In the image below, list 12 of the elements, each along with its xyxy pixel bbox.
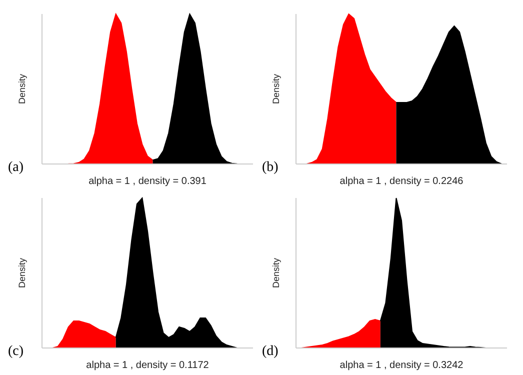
x-axis-title: alpha = 1 , density = 0.1172 xyxy=(86,360,210,371)
x-axis-title: alpha = 1 , density = 0.391 xyxy=(88,176,207,187)
x-axis-title: alpha = 1 , density = 0.3242 xyxy=(340,360,464,371)
y-axis-title: Density xyxy=(17,74,28,104)
y-axis-title: Density xyxy=(17,258,28,288)
text: (c) xyxy=(8,344,24,360)
x-axis-title: alpha = 1 , density = 0.2246 xyxy=(340,176,464,187)
y-axis-title: Density xyxy=(271,74,282,104)
text: (d) xyxy=(262,344,278,360)
text: (b) xyxy=(262,160,278,176)
y-axis-title: Density xyxy=(271,258,282,288)
text: (a) xyxy=(8,160,24,176)
